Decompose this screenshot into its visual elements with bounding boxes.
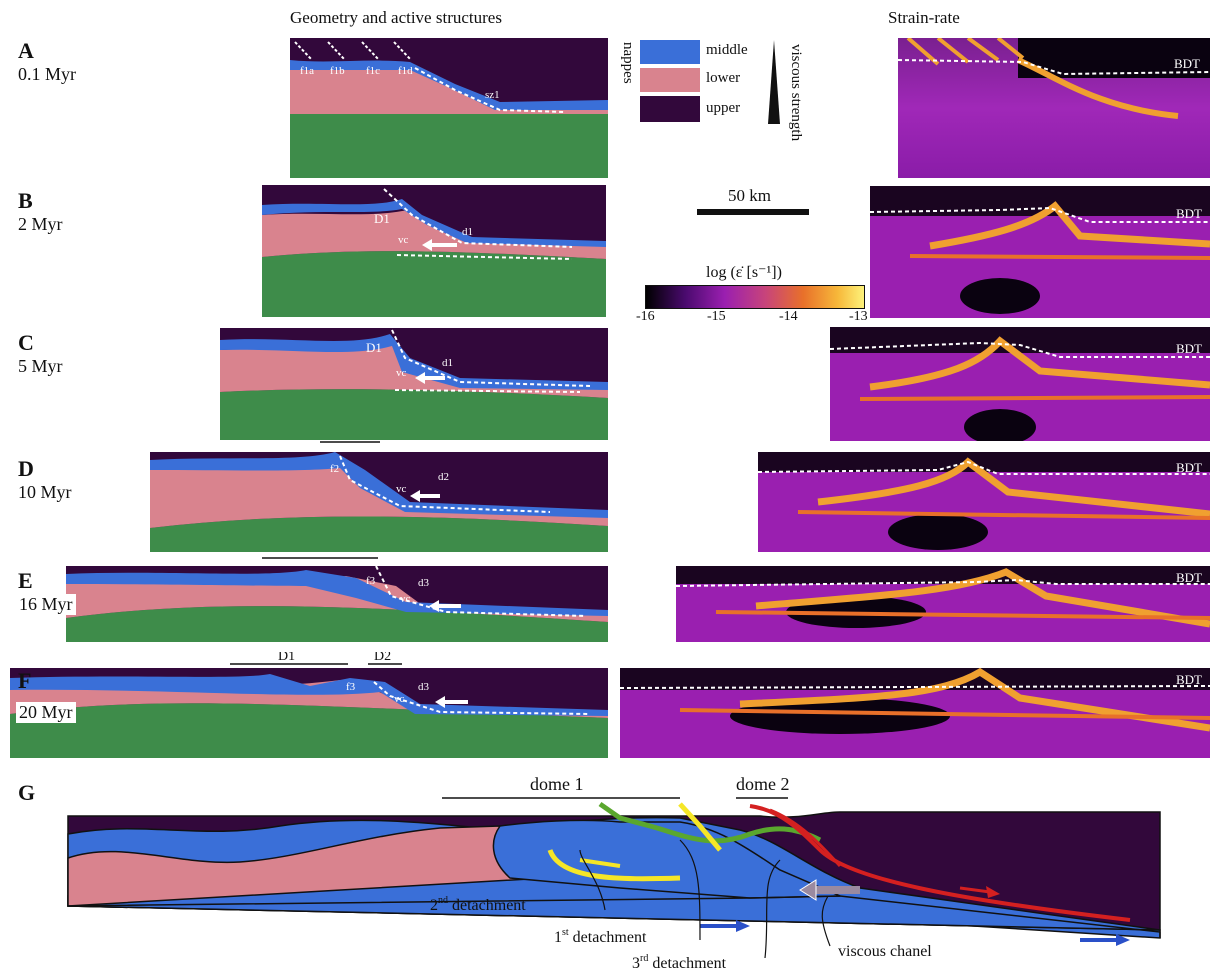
strain-panel-d: BDT [758, 452, 1210, 552]
bdt-b: BDT [1176, 206, 1202, 221]
panel-time-a: 0.1 Myr [18, 64, 76, 84]
label-vc-d: vc [396, 483, 407, 495]
label-d1-bar-e: D1 [310, 556, 327, 558]
dome-1-label: dome 1 [530, 774, 584, 794]
label-d3-f: d3 [418, 681, 430, 693]
label-d1-bar-d: D1 [343, 440, 360, 442]
label-f1d: f1d [398, 65, 413, 77]
strain-panel-f: BDT [620, 668, 1210, 758]
panel-label-g: G [18, 780, 36, 805]
strain-panel-b: BDT [870, 186, 1210, 318]
label-2nd-detachment: 2nd detachment [430, 895, 526, 914]
label-viscous-chanel: viscous chanel [838, 943, 932, 960]
geometry-panel-a: f1a f1b f1c f1d sz1 [290, 38, 608, 178]
bdt-c: BDT [1176, 341, 1202, 356]
panel-time-d: 10 Myr [18, 482, 72, 502]
legend-swatch-lower [640, 68, 700, 92]
label-d1-small-b: d1 [462, 226, 473, 238]
legend-swatch-middle [640, 40, 700, 64]
panel-time-c: 5 Myr [18, 356, 63, 376]
legend-label-middle: middle [706, 42, 748, 58]
label-vc-b: vc [398, 234, 409, 246]
label-vc-f: vc [394, 693, 405, 705]
panel-label-f: F [18, 668, 32, 693]
strain-panel-e: BDT [676, 566, 1210, 642]
scale-bar [697, 209, 809, 215]
geometry-panel-b: D1 d1 vc [262, 185, 606, 317]
bdt-e: BDT [1176, 570, 1202, 585]
colorbar-tick-15: -15 [707, 309, 726, 324]
strain-rate-header: Strain-rate [888, 8, 960, 27]
legend-title: nappes [620, 42, 636, 84]
panel-label-a: A [18, 38, 34, 63]
panel-label-c: C [18, 330, 34, 355]
geometry-panel-f: D1 D2 f3 d3 vc [10, 652, 608, 758]
label-f1c: f1c [366, 65, 380, 77]
geometry-panel-c: D1 d1 vc [220, 328, 608, 440]
label-d2-d: d2 [438, 471, 449, 483]
colorbar-tick-16: -16 [636, 309, 655, 324]
label-sz1: sz1 [485, 89, 500, 101]
label-d2-bar-f: D2 [374, 652, 391, 664]
geometry-panel-d: D1 f2 d2 vc [150, 440, 608, 552]
colorbar-tick-14: -14 [779, 309, 798, 324]
bdt-a: BDT [1174, 56, 1200, 71]
strain-panel-a: BDT [898, 38, 1210, 178]
label-f2-d: f2 [330, 463, 339, 475]
label-d1-b: D1 [374, 211, 390, 226]
label-f3-e: f3 [366, 575, 376, 587]
legend-label-lower: lower [706, 70, 741, 86]
colorbar [645, 285, 865, 309]
panel-time-f: 20 Myr [16, 702, 76, 723]
bdt-d: BDT [1176, 460, 1202, 475]
colorbar-title: log (ε̇ [s⁻¹]) [706, 264, 782, 281]
legend-swatch-upper [640, 96, 700, 122]
bdt-f: BDT [1176, 672, 1202, 687]
dome-2-label: dome 2 [736, 774, 790, 794]
geometry-header: Geometry and active structures [290, 8, 502, 27]
label-vc-c: vc [396, 367, 407, 379]
panel-time-e: 16 Myr [16, 594, 76, 615]
label-f1a: f1a [300, 65, 314, 77]
label-1st-detachment: 1st detachment [554, 927, 647, 946]
label-d1-bar-f: D1 [278, 652, 295, 664]
label-d1-small-c: d1 [442, 357, 453, 369]
label-vc-e: vc [400, 593, 411, 605]
label-f3-f: f3 [346, 681, 356, 693]
label-d1-c: D1 [366, 340, 382, 355]
panel-label-e: E [18, 568, 33, 593]
colorbar-tick-13: -13 [849, 309, 868, 324]
label-3rd-detachment: 3rd detachment [632, 953, 727, 972]
panel-time-b: 2 Myr [18, 214, 63, 234]
strain-panel-c: BDT [830, 327, 1210, 441]
schematic-panel-g: dome 1 dome 2 2nd detachment 1st detachm… [67, 774, 1161, 972]
label-f1b: f1b [330, 65, 345, 77]
panel-label-b: B [18, 188, 33, 213]
viscous-strength-label: viscous strength [788, 44, 804, 142]
legend-label-upper: upper [706, 100, 741, 116]
viscous-strength-wedge [768, 40, 780, 124]
panel-label-d: D [18, 456, 34, 481]
label-d3-e: d3 [418, 577, 430, 589]
scale-bar-label: 50 km [728, 186, 771, 205]
geometry-panel-e: D1 f3 d3 vc [66, 556, 608, 642]
